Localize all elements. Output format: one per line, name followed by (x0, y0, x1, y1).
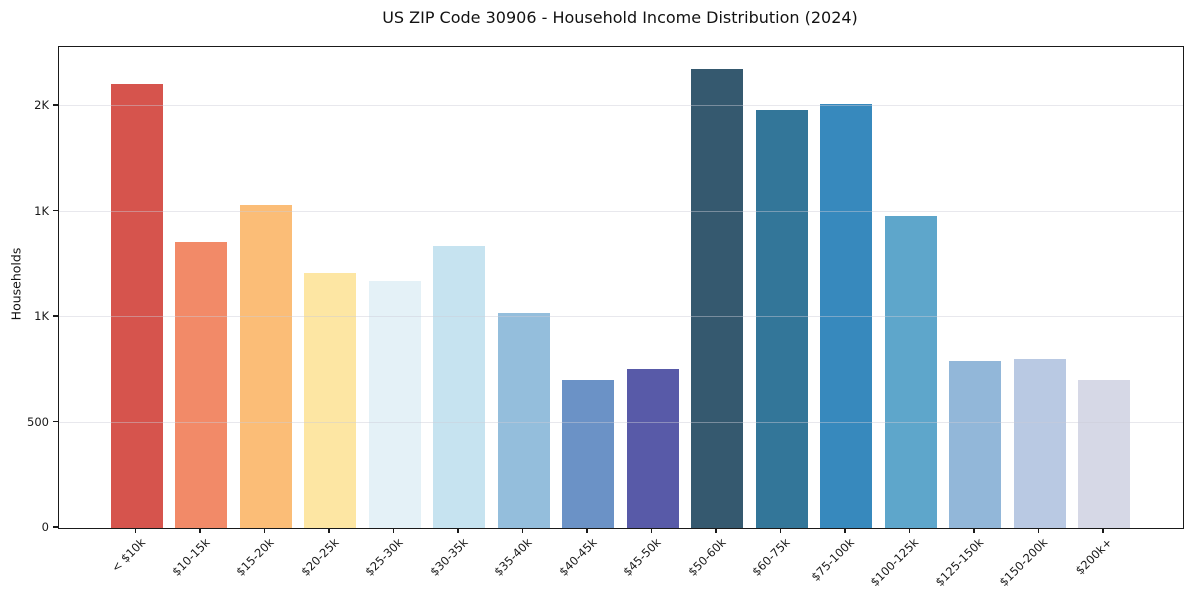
x-tick-label: $40-45k (555, 535, 600, 579)
gridline (59, 421, 1183, 423)
x-tick-mark (650, 528, 653, 534)
gridline (59, 105, 1183, 107)
y-tick-mark (53, 526, 58, 528)
x-tick-label: $30-35k (426, 535, 471, 579)
y-tick-label: 1K (34, 309, 49, 324)
chart-title: US ZIP Code 30906 - Household Income Dis… (382, 8, 858, 27)
bar (820, 103, 872, 528)
bar (884, 215, 937, 528)
x-tick-label: $200k+ (1073, 535, 1116, 578)
x-tick-label: $75-100k (808, 535, 858, 584)
x-tick-label: $20-25k (297, 535, 342, 579)
x-tick-mark (844, 528, 846, 534)
bar (562, 380, 614, 528)
x-tick-label: $45-50k (620, 535, 664, 579)
y-tick-label: 1K (34, 203, 49, 218)
x-tick-mark (1037, 528, 1040, 534)
x-tick-mark (134, 528, 137, 534)
bar (1013, 359, 1066, 528)
y-tick-mark (53, 104, 58, 106)
x-tick-mark (392, 528, 395, 534)
bar (691, 69, 743, 528)
x-tick-mark (199, 528, 201, 534)
x-tick-mark (521, 528, 524, 534)
x-tick-label: $10-15k (168, 535, 213, 579)
x-tick-mark (779, 528, 782, 534)
y-tick-mark (53, 315, 58, 317)
x-tick-mark (715, 528, 717, 534)
x-tick-label: $15-20k (233, 535, 277, 579)
plot-area (58, 46, 1184, 529)
bar (626, 368, 679, 528)
bar (949, 361, 1001, 528)
gridline (59, 210, 1183, 212)
x-tick-mark (908, 528, 911, 534)
x-tick-label: $25-30k (362, 535, 406, 579)
bar (239, 205, 292, 528)
y-tick-mark (53, 420, 58, 423)
bar (304, 272, 356, 528)
x-tick-mark (263, 528, 266, 534)
x-tick-mark (1102, 528, 1104, 534)
x-tick-mark (328, 528, 330, 534)
x-tick-label: $150-200k (996, 535, 1051, 590)
x-tick-label: < $10k (108, 535, 148, 575)
bar (175, 242, 227, 528)
bar (1078, 380, 1130, 528)
bar (110, 83, 163, 528)
x-tick-label: $35-40k (491, 535, 535, 579)
bar (497, 312, 550, 528)
x-tick-label: $100-125k (867, 535, 922, 590)
x-tick-label: $50-60k (684, 535, 729, 579)
x-tick-mark (973, 528, 975, 534)
x-tick-label: $125-150k (932, 535, 987, 590)
bar (368, 281, 421, 528)
y-tick-label: 500 (27, 414, 49, 429)
x-tick-label: $60-75k (749, 535, 793, 579)
y-tick-mark (53, 209, 58, 212)
gridline (59, 316, 1183, 318)
bar (755, 110, 808, 528)
x-tick-mark (457, 528, 459, 534)
y-tick-label: 2K (34, 98, 49, 113)
x-tick-mark (586, 528, 588, 534)
y-tick-label: 0 (41, 520, 49, 534)
bar (433, 246, 485, 528)
